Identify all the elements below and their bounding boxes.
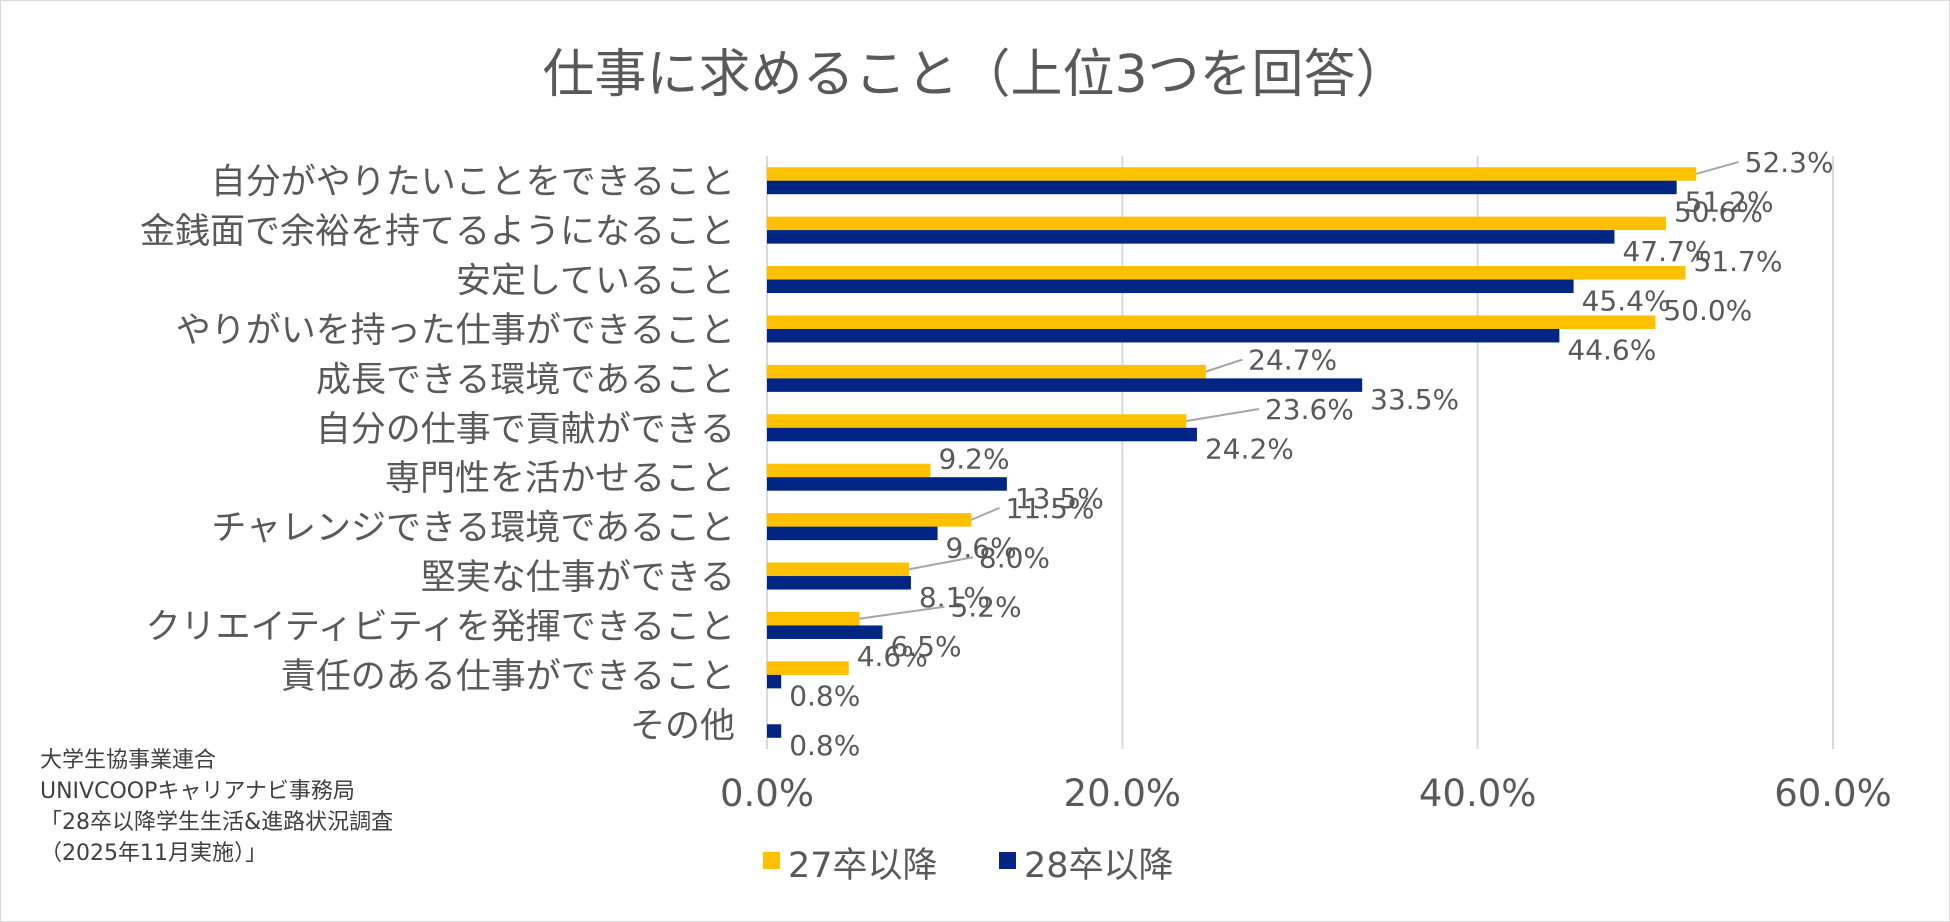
source-line: （2025年11月実施）」	[40, 841, 267, 866]
data-label-27: 11.5%	[1006, 492, 1095, 525]
category-label: 自分がやりたいことをできること	[211, 163, 735, 203]
bar-28	[767, 625, 883, 639]
leader-line	[1205, 358, 1243, 373]
bar-27	[767, 167, 1697, 181]
data-label-28: 44.6%	[1567, 334, 1656, 367]
legend: 27卒以降 28卒以降	[763, 846, 1174, 886]
bar-28	[767, 328, 1560, 343]
data-label-27: 51.7%	[1694, 245, 1783, 278]
data-label-28: 0.8%	[789, 680, 860, 713]
category-label: やりがいを持った仕事ができること	[176, 311, 735, 351]
bar-28	[767, 378, 1363, 392]
data-label-28: 9.6%	[946, 531, 1017, 564]
data-label-27: 9.2%	[938, 442, 1009, 475]
grid-lines	[766, 156, 1834, 749]
legend-swatch-28	[999, 852, 1016, 869]
data-label-27: 23.6%	[1265, 393, 1354, 426]
source-note: 大学生協事業連合 UNIVCOOPキャリアナビ事務局 「28卒以降学生生活&進路…	[40, 745, 393, 869]
data-label-28: 13.5%	[1015, 482, 1104, 515]
bar-27	[767, 562, 910, 577]
data-label-27: 8.0%	[979, 541, 1050, 574]
bar-28	[767, 526, 938, 541]
category-labels: 自分がやりたいことをできること金銭面で余裕を持てるようになること安定していること…	[140, 163, 735, 747]
category-label: その他	[630, 706, 735, 746]
bar-28	[767, 279, 1574, 294]
bar-27	[767, 611, 860, 626]
bar-28	[767, 477, 1007, 491]
leader-line	[970, 506, 1000, 521]
bar-28	[767, 674, 782, 689]
data-label-28: 6.5%	[890, 630, 961, 663]
chart-title: 仕事に求めること（上位3つを回答）	[542, 45, 1407, 105]
data-label-28: 47.7%	[1622, 235, 1711, 268]
category-label: 金銭面で余裕を持てるようになること	[140, 212, 735, 252]
category-label: 責任のある仕事ができること	[281, 657, 735, 697]
data-labels: 52.3% 51.2%50.6% 47.7%51.7% 45.4%50.0%44.6%…	[789, 146, 1833, 762]
category-label: チャレンジできる環境であること	[211, 509, 735, 549]
bar-27	[767, 463, 931, 478]
data-label-27: 50.0%	[1663, 294, 1752, 327]
x-tick-label: 20.0%	[1064, 772, 1182, 815]
leader-line	[859, 605, 945, 620]
leader-line	[908, 556, 974, 571]
category-label: 専門性を活かせること	[385, 459, 735, 499]
data-label-28: 33.5%	[1370, 383, 1459, 416]
bar-27	[767, 266, 1686, 280]
leader-line	[1186, 408, 1260, 423]
data-label-28: 24.2%	[1205, 433, 1294, 466]
x-tick-label: 40.0%	[1419, 772, 1537, 815]
legend-swatch-27	[763, 852, 780, 869]
category-label: 安定していること	[456, 262, 735, 302]
category-label: 堅実な仕事ができる	[421, 558, 735, 598]
legend-label-27: 27卒以降	[788, 846, 938, 886]
x-tick-label: 60.0%	[1774, 772, 1892, 815]
x-tick-labels: 0.0% 20.0% 40.0% 60.0%	[720, 772, 1892, 815]
source-line: UNIVCOOPキャリアナビ事務局	[40, 779, 355, 804]
bar-27	[767, 661, 849, 675]
bar-27	[767, 414, 1187, 428]
data-label-27: 52.3%	[1745, 146, 1834, 179]
source-line: 大学生協事業連合	[40, 748, 217, 773]
legend-label-28: 28卒以降	[1024, 846, 1174, 886]
bars	[767, 167, 1697, 738]
bar-28	[767, 230, 1615, 244]
bar-28	[767, 576, 911, 590]
data-label-27: 50.6%	[1674, 195, 1763, 228]
data-label-27: 24.7%	[1248, 344, 1337, 377]
bar-27	[767, 513, 972, 527]
category-label: 成長できる環境であること	[316, 360, 735, 400]
source-line: 「28卒以降学生生活&進路状況調査	[40, 810, 394, 835]
bar-28	[767, 180, 1677, 195]
category-label: クリエイティビティを発揮できること	[146, 607, 735, 647]
data-label-28: 45.4%	[1582, 284, 1671, 317]
data-label-28: 0.8%	[789, 729, 860, 762]
data-label-28: 51.2%	[1685, 185, 1774, 218]
data-label-27: 4.6%	[857, 640, 928, 673]
bar-27	[767, 216, 1666, 231]
bar-27	[767, 315, 1656, 329]
leader-line	[1695, 160, 1739, 175]
x-tick-label: 0.0%	[720, 772, 814, 815]
bar-28	[767, 427, 1197, 442]
category-label: 自分の仕事で貢献ができる	[316, 410, 735, 450]
bar-27	[767, 364, 1206, 379]
data-label-27: 5.2%	[950, 591, 1021, 624]
bar-28	[767, 724, 782, 738]
